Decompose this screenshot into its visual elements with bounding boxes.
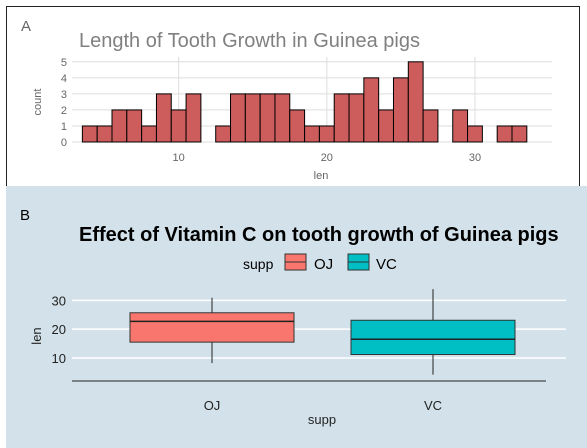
histogram-bar xyxy=(81,125,98,143)
x-tick-label: 30 xyxy=(469,152,481,164)
histogram-bar xyxy=(155,93,172,143)
x-axis-label: supp xyxy=(308,412,336,427)
box-oj xyxy=(129,312,295,343)
x-tick-label: VC xyxy=(424,398,442,413)
y-tick-label: 3 xyxy=(61,89,67,101)
histogram-bar xyxy=(141,125,157,143)
boxplots xyxy=(129,289,516,375)
histogram-bar xyxy=(126,109,143,143)
boxplot-panel: B Effect of Vitamin C on tooth growth of… xyxy=(6,186,587,448)
x-axis-label: len xyxy=(314,170,329,182)
x-tick-label: 10 xyxy=(173,152,185,164)
chart-title: Length of Tooth Growth in Guinea pigs xyxy=(79,30,420,52)
histogram-bars xyxy=(81,61,528,143)
histogram-bar xyxy=(333,93,350,143)
x-axis-ticks: OJ VC xyxy=(204,398,442,413)
histogram-bar xyxy=(96,125,113,143)
y-tick-label: 4 xyxy=(61,73,67,85)
y-axis-ticks: 0 1 2 3 4 5 xyxy=(61,57,67,149)
y-axis-ticks: 10 20 30 xyxy=(52,293,66,366)
histogram-bar xyxy=(304,125,320,143)
histogram-bar xyxy=(170,109,187,143)
chart-title: Effect of Vitamin C on tooth growth of G… xyxy=(79,224,559,246)
legend-title: supp xyxy=(243,256,274,272)
histogram-bar xyxy=(363,77,380,143)
histogram-bar xyxy=(378,109,394,143)
histogram-bar xyxy=(244,93,261,143)
y-tick-label: 2 xyxy=(61,105,67,117)
legend: supp OJ VC xyxy=(243,253,397,273)
histogram-bar xyxy=(215,125,232,143)
histogram-bar xyxy=(496,125,513,143)
boxplot-chart: B Effect of Vitamin C on tooth growth of… xyxy=(20,207,566,427)
legend-label-vc: VC xyxy=(376,256,397,273)
histogram-bar xyxy=(422,109,439,143)
y-tick-label: 30 xyxy=(52,293,66,308)
y-tick-label: 10 xyxy=(52,351,66,366)
histogram-panel: A Length of Tooth Growth in Guinea pigs … xyxy=(6,6,580,186)
histogram-bar xyxy=(111,109,128,143)
x-tick-label: 20 xyxy=(321,152,333,164)
legend-label-oj: OJ xyxy=(314,256,333,273)
histogram-bar xyxy=(259,93,276,143)
histogram-bar xyxy=(392,77,409,143)
histogram-bar xyxy=(318,125,335,143)
histogram-bar xyxy=(289,109,306,143)
histogram-bar xyxy=(467,125,483,143)
panel-label-b: B xyxy=(20,207,30,224)
histogram-bar xyxy=(511,125,528,143)
y-tick-label: 0 xyxy=(61,137,67,149)
histogram-bar xyxy=(230,93,246,143)
histogram-chart: A Length of Tooth Growth in Guinea pigs … xyxy=(21,18,552,182)
x-axis-ticks: 10 20 30 xyxy=(173,152,482,164)
box-vc xyxy=(350,319,516,356)
panel-label-a: A xyxy=(21,18,31,35)
x-tick-label: OJ xyxy=(204,398,221,413)
y-axis-label: len xyxy=(29,327,44,344)
histogram-bar xyxy=(348,93,365,143)
y-tick-label: 5 xyxy=(61,57,67,69)
histogram-bar xyxy=(407,61,424,143)
y-tick-label: 20 xyxy=(52,322,66,337)
histogram-bar xyxy=(452,109,469,143)
histogram-bar xyxy=(274,93,291,143)
histogram-bar xyxy=(185,93,202,143)
y-axis-label: count xyxy=(32,89,44,116)
y-tick-label: 1 xyxy=(61,121,67,133)
